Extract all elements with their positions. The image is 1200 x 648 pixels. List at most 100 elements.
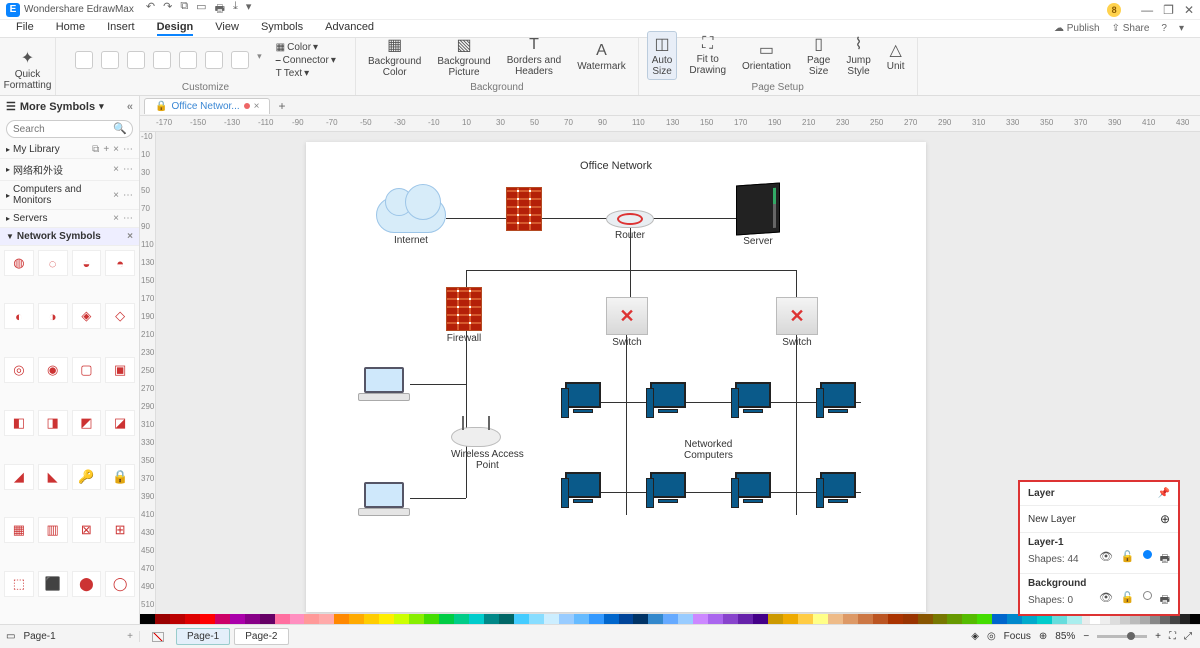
shape-style-5[interactable] — [205, 51, 223, 69]
fit-page-icon[interactable]: ⛶ — [1169, 631, 1176, 642]
color-swatch[interactable] — [200, 614, 215, 624]
watermark-button[interactable]: AWatermark — [573, 40, 630, 74]
symbol-item[interactable]: ◒ — [72, 250, 102, 276]
credits-badge[interactable]: 8 — [1107, 3, 1121, 17]
qat-button[interactable]: ▾ — [246, 0, 252, 19]
quick-formatting-button[interactable]: ✦ Quick Formatting — [0, 46, 55, 93]
symbol-item[interactable]: ▣ — [105, 357, 135, 383]
target-icon[interactable]: ◎ — [987, 631, 996, 642]
new-layer-button[interactable]: New Layer ⊕ — [1020, 505, 1178, 532]
color-swatch[interactable] — [469, 614, 484, 624]
window-control[interactable]: — — [1141, 3, 1153, 17]
category-my-library[interactable]: ▸My Library⧉+×⋯ — [0, 141, 139, 159]
borders-headers-button[interactable]: TBorders and Headers — [503, 34, 565, 79]
page-view-icon[interactable]: ▭ — [6, 631, 15, 642]
symbol-item[interactable]: ⬤ — [72, 571, 102, 597]
color-swatch[interactable] — [514, 614, 529, 624]
auto-size-button[interactable]: ◫Auto Size — [647, 31, 678, 80]
node-pc2[interactable] — [646, 382, 690, 422]
category-computers-and-monitors[interactable]: ▸Computers and Monitors×⋯ — [0, 181, 139, 210]
window-control[interactable]: ❐ — [1163, 3, 1174, 17]
color-swatch[interactable] — [633, 614, 648, 624]
wire[interactable] — [466, 270, 796, 271]
node-fw1[interactable] — [506, 187, 542, 231]
qat-button[interactable]: ↷ — [163, 0, 172, 19]
color-swatch[interactable] — [828, 614, 843, 624]
text-button[interactable]: T Text▾ — [276, 68, 336, 79]
node-pc7[interactable] — [731, 472, 775, 512]
qat-button[interactable]: ↶ — [146, 0, 155, 19]
color-swatch[interactable] — [918, 614, 933, 624]
node-internet[interactable]: Internet — [376, 197, 446, 246]
symbol-item[interactable]: ◎ — [4, 357, 34, 383]
symbol-item[interactable]: 🔒 — [105, 464, 135, 490]
symbol-item[interactable]: ◪ — [105, 410, 135, 436]
symbol-item[interactable]: ⬚ — [4, 571, 34, 597]
color-swatch[interactable] — [304, 614, 319, 624]
cat-tool[interactable]: ⋯ — [123, 190, 133, 201]
color-swatch[interactable] — [140, 614, 155, 624]
color-swatch[interactable] — [155, 614, 170, 624]
page-tab-page-2[interactable]: Page-2 — [234, 628, 288, 645]
node-pc4[interactable] — [816, 382, 860, 422]
wire[interactable] — [626, 335, 627, 515]
qat-button[interactable]: ⤓ — [233, 0, 238, 19]
symbol-item[interactable]: ▢ — [72, 357, 102, 383]
settings-dropdown[interactable]: ▾ — [1179, 23, 1184, 34]
lock-icon[interactable]: 🔓 — [1121, 591, 1135, 610]
symbol-item[interactable]: ◇ — [105, 303, 135, 329]
layer-layer-1[interactable]: Layer-1Shapes: 44👁🔓🖶 — [1020, 532, 1178, 573]
networked-computers-label[interactable]: Networked Computers — [684, 439, 733, 461]
menuright-?[interactable]: ? — [1161, 23, 1167, 34]
symbol-item[interactable]: ◉ — [38, 357, 68, 383]
unit-button[interactable]: △Unit — [883, 38, 909, 74]
color-swatch[interactable] — [678, 614, 693, 624]
nofill-swatch[interactable] — [152, 632, 164, 642]
symbol-item[interactable]: 🔑 — [72, 464, 102, 490]
color-swatch[interactable] — [843, 614, 858, 624]
drawing-page[interactable]: Office Network InternetRouterServerF — [306, 142, 926, 612]
cat-tool[interactable]: × — [113, 144, 119, 155]
focus-add-icon[interactable]: ⊕ — [1039, 631, 1047, 642]
symbol-item[interactable]: ⬛ — [38, 571, 68, 597]
shape-style-2[interactable] — [127, 51, 145, 69]
node-sw1[interactable]: ✕Switch — [606, 297, 648, 348]
layers-icon[interactable]: ◈ — [971, 631, 979, 642]
shape-style-1[interactable] — [101, 51, 119, 69]
shape-styles[interactable]: ▾ — [75, 51, 262, 69]
symbol-item[interactable]: ⊠ — [72, 517, 102, 543]
category-网络和外设[interactable]: ▸网络和外设×⋯ — [0, 159, 139, 181]
symbol-item[interactable]: ▦ — [4, 517, 34, 543]
color-swatch[interactable] — [439, 614, 454, 624]
cat-tool[interactable]: + — [103, 144, 109, 155]
color-swatch[interactable] — [858, 614, 873, 624]
cat-tool[interactable]: × — [113, 164, 119, 175]
color-swatch[interactable] — [364, 614, 379, 624]
sidebar-header[interactable]: ☰ More Symbols▾ « — [0, 96, 139, 117]
print-icon[interactable]: 🖶 — [1160, 591, 1170, 610]
node-lp1[interactable] — [356, 367, 412, 403]
color-swatch[interactable] — [648, 614, 663, 624]
lock-icon[interactable]: 🔓 — [1121, 550, 1135, 569]
color-swatch[interactable] — [693, 614, 708, 624]
zoom-in-button[interactable]: + — [1155, 631, 1161, 642]
active-layer-radio[interactable] — [1143, 550, 1152, 559]
zoom-slider[interactable] — [1097, 635, 1147, 638]
menuright-share[interactable]: ⇪ Share — [1112, 23, 1150, 34]
symbol-item[interactable]: ⊞ — [105, 517, 135, 543]
add-layer-icon[interactable]: ⊕ — [1160, 512, 1170, 526]
close-tab-icon[interactable]: × — [254, 101, 260, 112]
cat-tool[interactable]: × — [127, 231, 133, 242]
color-swatch[interactable] — [334, 614, 349, 624]
symbol-item[interactable]: ◈ — [72, 303, 102, 329]
color-swatch[interactable] — [319, 614, 334, 624]
node-lp2[interactable] — [356, 482, 412, 518]
symbol-item[interactable]: ◣ — [38, 464, 68, 490]
node-pc1[interactable] — [561, 382, 605, 422]
color-swatch[interactable] — [813, 614, 828, 624]
shape-color-button[interactable]: ▦ Color▾ — [276, 42, 336, 53]
symbol-item[interactable]: ◌ — [38, 250, 68, 276]
color-swatch[interactable] — [933, 614, 948, 624]
cat-tool[interactable]: ⋯ — [123, 213, 133, 224]
wire[interactable] — [466, 330, 467, 428]
